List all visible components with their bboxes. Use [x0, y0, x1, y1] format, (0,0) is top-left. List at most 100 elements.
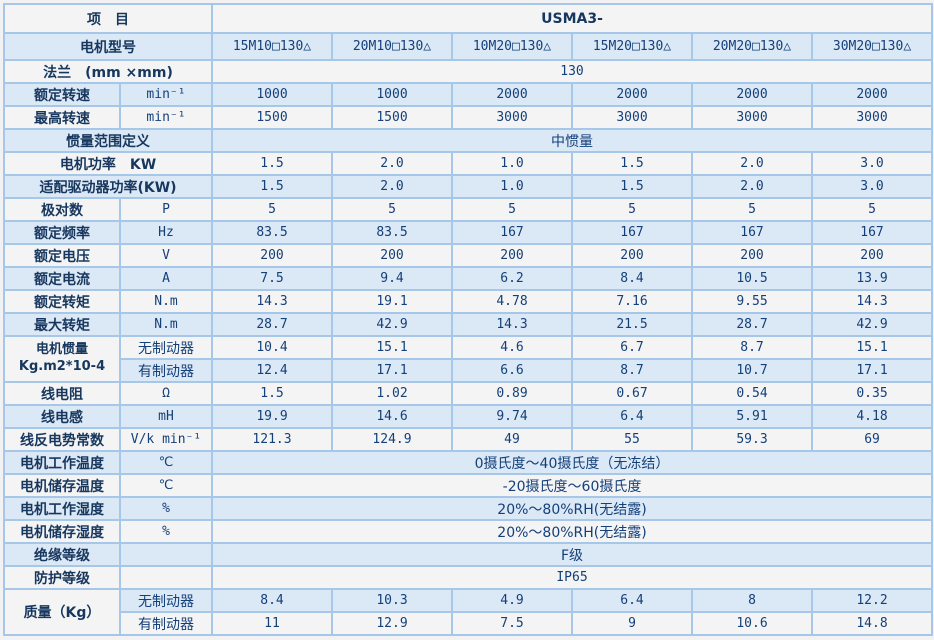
value-cell: 28.7 [691, 312, 813, 337]
value-cell: 200 [331, 243, 453, 268]
unit-cell: mH [119, 404, 213, 429]
value-cell: 200 [211, 243, 333, 268]
value-cell: 10.3 [331, 588, 453, 613]
value-cell: 1.5 [571, 151, 693, 176]
row-label: 防护等级 [3, 565, 121, 590]
value-cell: 7.5 [451, 611, 573, 636]
model-cell: 15M10□130△ [211, 32, 333, 61]
sub-label-cell: 无制动器 [119, 335, 213, 360]
value-cell: 2.0 [691, 151, 813, 176]
row-label: 电机惯量 Kg.m2*10-4 [3, 335, 121, 383]
value-cell: 9.74 [451, 404, 573, 429]
row-label: 极对数 [3, 197, 121, 222]
value-cell: 10.4 [211, 335, 333, 360]
row-drive-power: 适配驱动器功率(KW) 1.5 2.0 1.0 1.5 2.0 3.0 [3, 174, 934, 199]
value-cell: 0.67 [571, 381, 693, 406]
value-cell: 5 [810, 197, 934, 222]
value-cell: 10.6 [691, 611, 813, 636]
row-flange: 法兰 (mm ×mm) 130 [3, 59, 934, 84]
value-cell: 11 [211, 611, 333, 636]
value-cell: 6.4 [571, 404, 693, 429]
row-back-emf: 线反电势常数 V/k min⁻¹ 121.3 124.9 49 55 59.3 … [3, 427, 934, 452]
unit-cell: V [119, 243, 213, 268]
row-label: 绝缘等级 [3, 542, 121, 567]
row-operating-temp: 电机工作温度 ℃ 0摄氏度～40摄氏度（无冻结） [3, 450, 934, 475]
row-rated-voltage: 额定电压 V 200 200 200 200 200 200 [3, 243, 934, 268]
value-cell: 200 [810, 243, 934, 268]
row-inertia-with-brake: 有制动器 12.4 17.1 6.6 8.7 10.7 17.1 [4, 358, 934, 383]
value-cell: 1.5 [571, 174, 693, 199]
merged-value-cell: F级 [210, 542, 934, 567]
value-cell: 49 [451, 427, 573, 452]
unit-cell: N.m [119, 289, 213, 314]
value-cell: 4.6 [451, 335, 573, 360]
row-storage-temp: 电机储存温度 ℃ -20摄氏度～60摄氏度 [3, 473, 934, 498]
value-cell: 0.89 [451, 381, 573, 406]
value-cell: 121.3 [211, 427, 333, 452]
value-cell: 1000 [211, 82, 333, 107]
value-cell: 4.78 [451, 289, 573, 314]
value-cell: 10.5 [691, 266, 813, 291]
value-cell: 8 [691, 588, 813, 613]
value-cell: 7.5 [211, 266, 333, 291]
unit-cell: ℃ [119, 473, 213, 498]
value-cell: 0.54 [691, 381, 813, 406]
row-label: 电机储存温度 [3, 473, 121, 498]
row-label: 电机功率 KW [3, 151, 213, 176]
sub-label-cell: 有制动器 [119, 611, 213, 636]
value-cell: 10.7 [691, 358, 813, 383]
value-cell: 3000 [571, 105, 693, 130]
merged-value-cell: 130 [210, 59, 934, 84]
row-rated-frequency: 额定频率 Hz 83.5 83.5 167 167 167 167 [3, 220, 934, 245]
value-cell: 19.9 [211, 404, 333, 429]
merged-value-cell: 20%～80%RH(无结露) [210, 496, 934, 521]
unit-cell: A [119, 266, 213, 291]
value-cell: 14.3 [451, 312, 573, 337]
value-cell: 3000 [691, 105, 813, 130]
value-cell: 8.7 [691, 335, 813, 360]
value-cell: 124.9 [331, 427, 453, 452]
row-line-inductance: 线电感 mH 19.9 14.6 9.74 6.4 5.91 4.18 [3, 404, 934, 429]
value-cell: 8.7 [571, 358, 693, 383]
unit-cell: N.m [119, 312, 213, 337]
value-cell: 5 [451, 197, 573, 222]
value-cell: 2.0 [331, 174, 453, 199]
value-cell: 17.1 [810, 358, 934, 383]
row-label: 线电感 [3, 404, 121, 429]
value-cell: 200 [691, 243, 813, 268]
row-label: 额定频率 [3, 220, 121, 245]
row-label: 电机储存湿度 [3, 519, 121, 544]
value-cell: 9 [571, 611, 693, 636]
model-cell: 30M20□130△ [810, 32, 934, 61]
row-rated-speed: 额定转速 min⁻¹ 1000 1000 2000 2000 2000 2000 [3, 82, 934, 107]
value-cell: 14.3 [211, 289, 333, 314]
row-rated-torque: 额定转矩 N.m 14.3 19.1 4.78 7.16 9.55 14.3 [3, 289, 934, 314]
value-cell: 14.3 [810, 289, 934, 314]
value-cell: 3.0 [810, 174, 934, 199]
row-label: 最大转矩 [3, 312, 121, 337]
row-label: 质量（Kg） [3, 588, 121, 636]
row-line-resistance: 线电阻 Ω 1.5 1.02 0.89 0.67 0.54 0.35 [3, 381, 934, 406]
row-label: 额定电压 [3, 243, 121, 268]
row-label: 线反电势常数 [3, 427, 121, 452]
value-cell: 5 [571, 197, 693, 222]
value-cell: 21.5 [571, 312, 693, 337]
model-cell: 20M10□130△ [331, 32, 453, 61]
value-cell: 42.9 [810, 312, 934, 337]
unit-cell: P [119, 197, 213, 222]
row-label: 法兰 (mm ×mm) [3, 59, 213, 84]
row-max-torque: 最大转矩 N.m 28.7 42.9 14.3 21.5 28.7 42.9 [3, 312, 934, 337]
row-storage-humidity: 电机储存湿度 % 20%～80%RH(无结露) [3, 519, 934, 544]
row-models: 电机型号 15M10□130△ 20M10□130△ 10M20□130△ 15… [3, 32, 934, 61]
value-cell: 55 [571, 427, 693, 452]
value-cell: 42.9 [331, 312, 453, 337]
value-cell: 15.1 [331, 335, 453, 360]
row-pole-pairs: 极对数 P 5 5 5 5 5 5 [3, 197, 934, 222]
value-cell: 69 [810, 427, 934, 452]
row-label: 线电阻 [3, 381, 121, 406]
row-label: 额定电流 [3, 266, 121, 291]
value-cell: 9.4 [331, 266, 453, 291]
row-weight-with-brake: 有制动器 11 12.9 7.5 9 10.6 14.8 [4, 611, 934, 636]
value-cell: 1500 [211, 105, 333, 130]
value-cell: 8.4 [571, 266, 693, 291]
